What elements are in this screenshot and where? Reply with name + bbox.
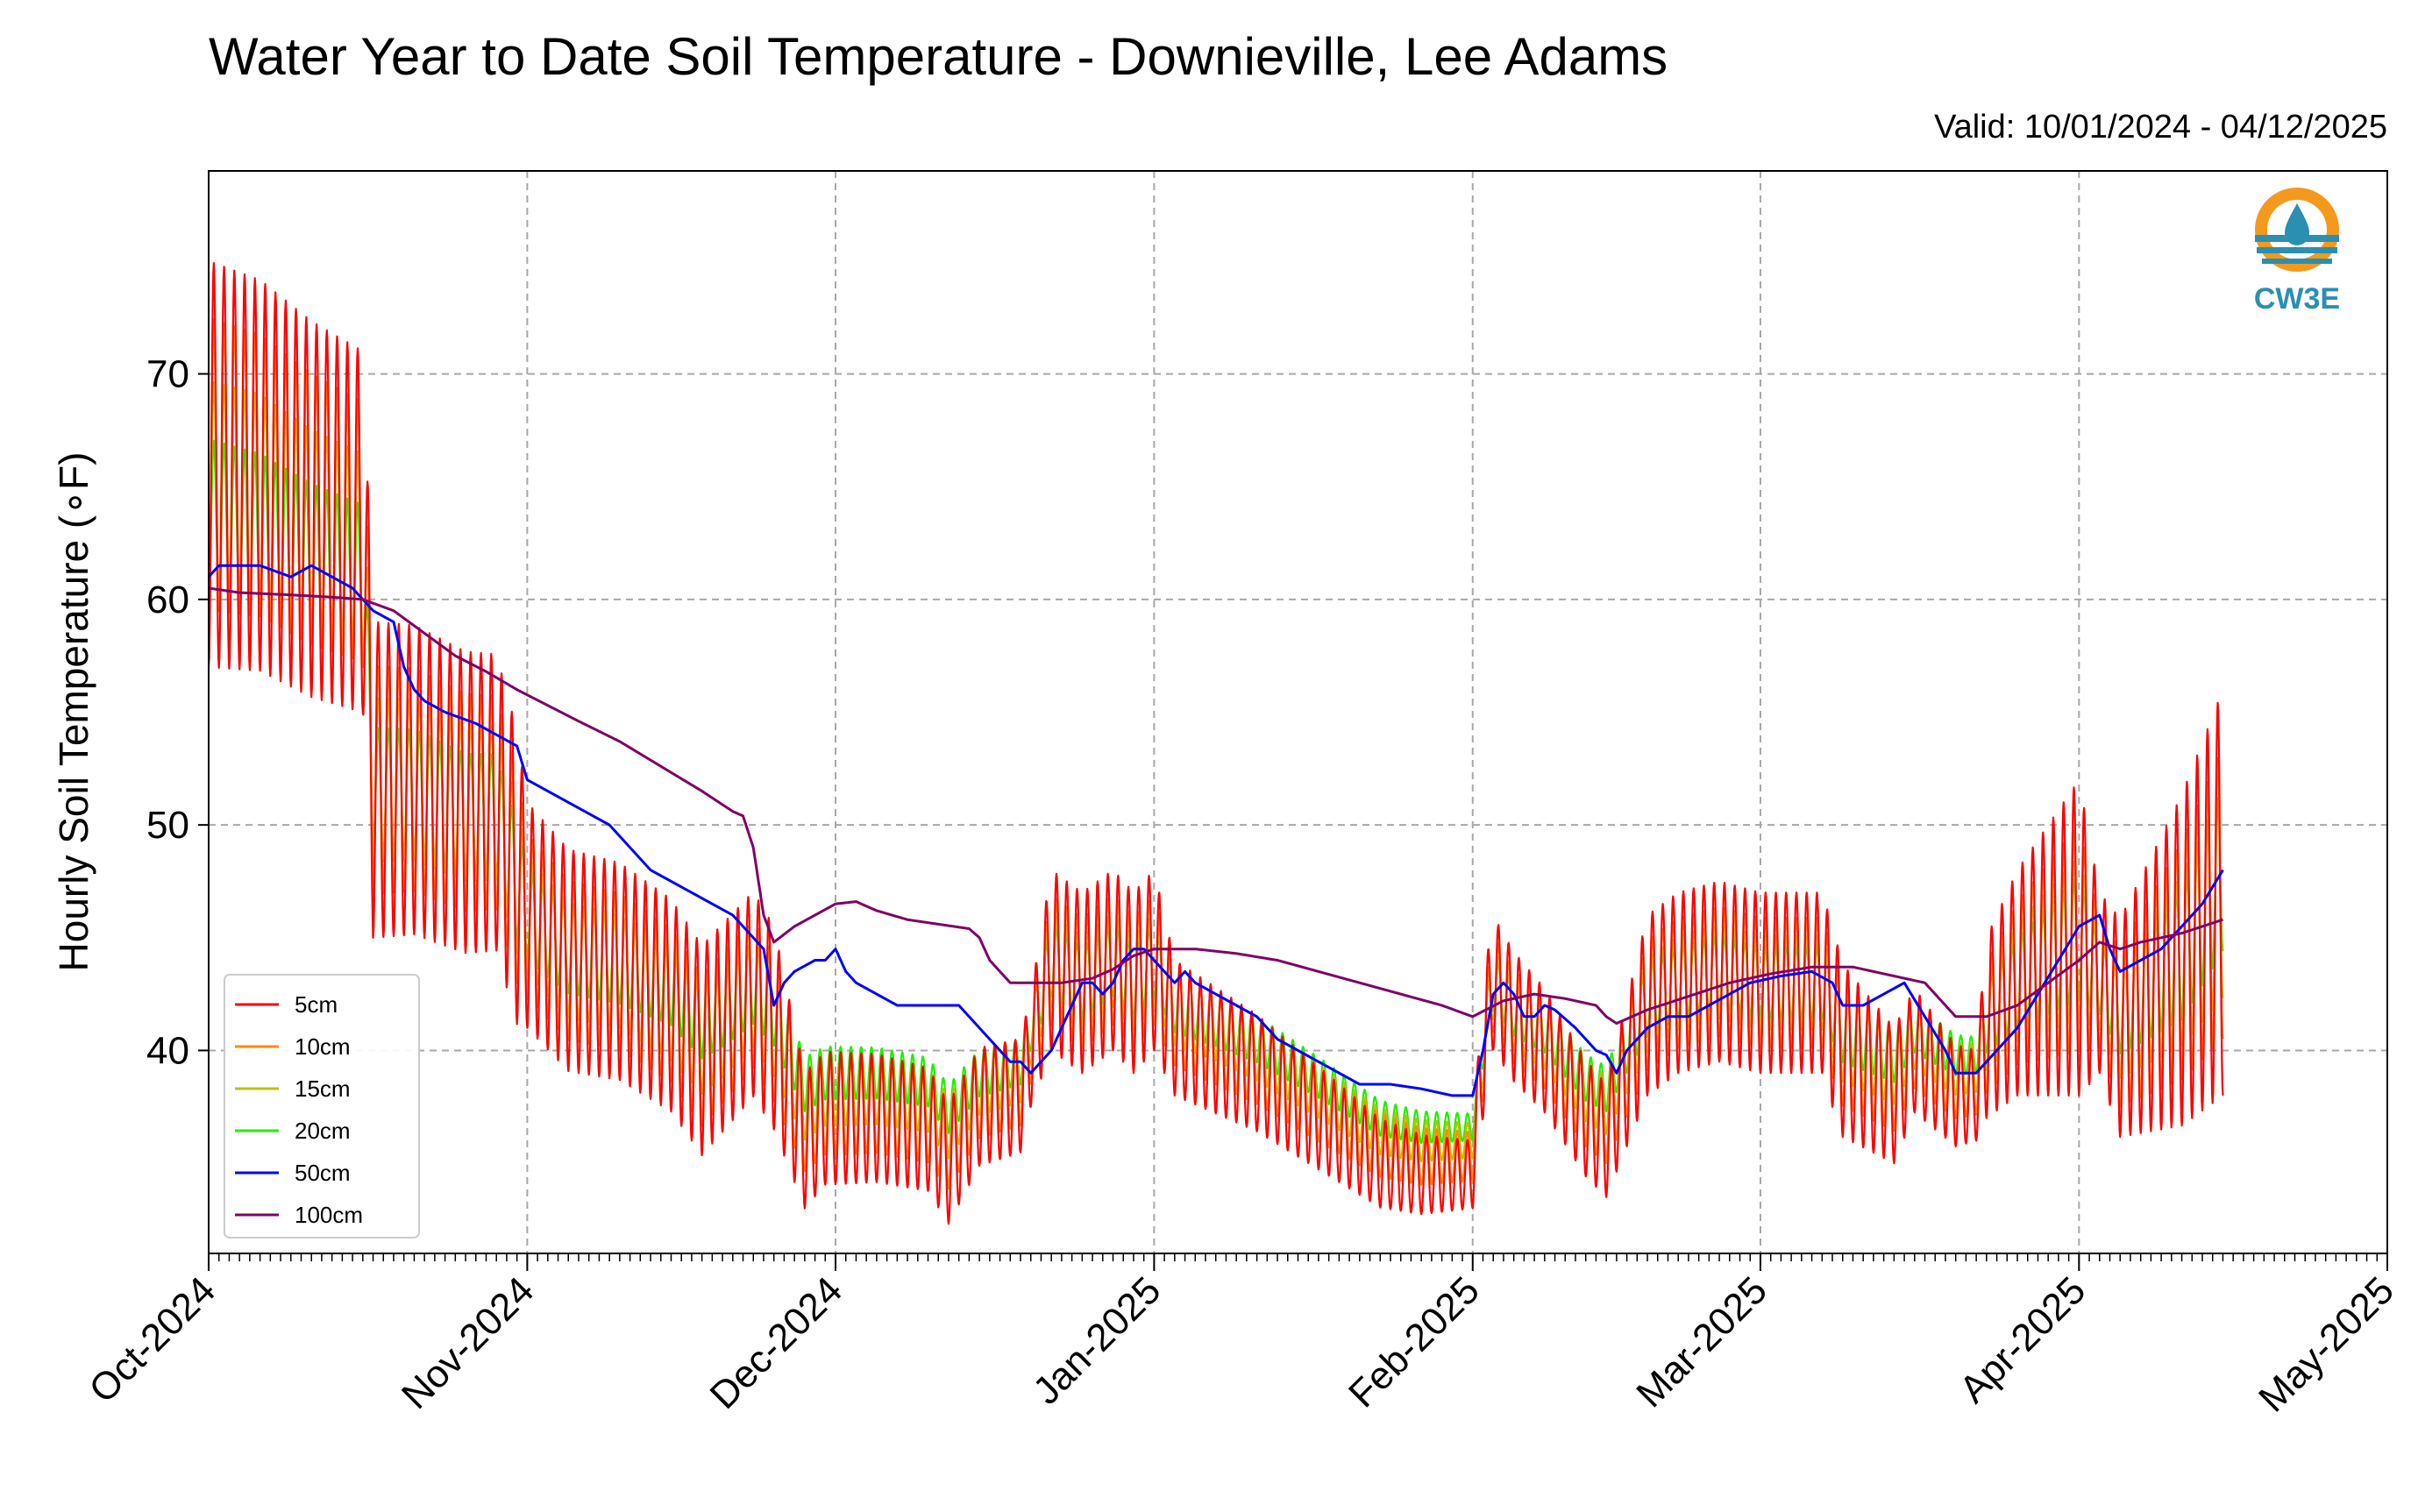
legend-label-5cm: 5cm <box>295 991 338 1018</box>
cw3e-logo-text: CW3E <box>2254 282 2340 316</box>
plot-frame <box>208 170 2388 1254</box>
x-tick-label: Nov-2024 <box>394 1268 543 1417</box>
legend-label-10cm: 10cm <box>295 1033 351 1060</box>
y-tick-label: 70 <box>146 353 189 396</box>
x-tick-label: Apr-2025 <box>1952 1268 2094 1411</box>
legend-label-50cm: 50cm <box>295 1160 351 1186</box>
chart-title: Water Year to Date Soil Temperature - Do… <box>209 27 1668 86</box>
legend-label-20cm: 20cm <box>295 1118 351 1144</box>
series-line-5cm <box>207 262 2224 1225</box>
x-tick-labels: Oct-2024 Nov-2024 Dec-2024 Jan-2025 Feb-2025… <box>81 1268 2402 1420</box>
x-tick-label: Feb-2025 <box>1341 1268 1488 1416</box>
cw3e-water-drop-logo-icon <box>2255 188 2339 272</box>
axis-ticks <box>198 373 2388 1271</box>
y-tick-labels: 40 50 60 70 <box>146 353 189 1073</box>
cw3e-logo: CW3E <box>2254 188 2340 316</box>
series-line-100cm <box>208 586 2224 1026</box>
y-tick-label: 40 <box>146 1029 189 1072</box>
y-axis-label: Hourly Soil Temperature (∘F) <box>51 452 96 972</box>
legend-label-15cm: 15cm <box>295 1075 351 1102</box>
series-layer <box>207 262 2224 1225</box>
x-tick-label: Mar-2025 <box>1628 1268 1775 1416</box>
legend-label-100cm: 100cm <box>295 1202 363 1228</box>
x-tick-label: Oct-2024 <box>81 1268 224 1411</box>
y-tick-label: 50 <box>146 804 189 847</box>
x-tick-label: May-2025 <box>2251 1268 2402 1420</box>
legend: 5cm 10cm 15cm 20cm 50cm 100cm <box>224 974 420 1239</box>
series-line-50cm <box>207 564 2224 1097</box>
y-tick-label: 60 <box>146 579 189 621</box>
x-tick-label: Jan-2025 <box>1025 1268 1169 1412</box>
valid-date-range: Valid: 10/01/2024 - 04/12/2025 <box>1934 109 2387 146</box>
x-tick-label: Dec-2024 <box>702 1268 851 1417</box>
grid-lines <box>209 171 2387 1253</box>
